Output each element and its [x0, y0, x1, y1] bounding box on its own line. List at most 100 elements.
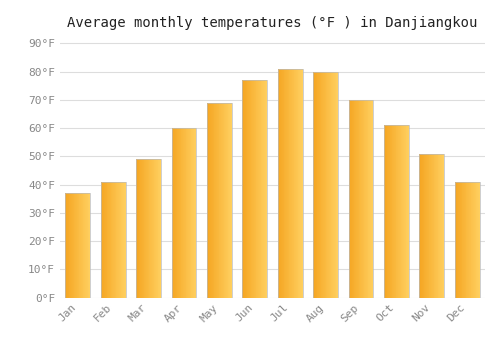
Bar — [286, 69, 287, 298]
Bar — [296, 69, 297, 298]
Bar — [332, 72, 333, 298]
Bar — [372, 100, 374, 297]
Bar — [400, 125, 402, 298]
Bar — [420, 154, 421, 298]
Bar — [189, 128, 190, 298]
Bar — [472, 182, 473, 298]
Bar — [152, 159, 154, 298]
Bar — [124, 182, 126, 298]
Bar — [316, 72, 318, 298]
Bar — [421, 154, 422, 298]
Bar — [426, 154, 427, 298]
Bar — [423, 154, 424, 298]
Bar — [318, 72, 319, 298]
Bar — [464, 182, 465, 298]
Bar — [82, 193, 84, 298]
Bar — [333, 72, 334, 298]
Bar — [173, 128, 174, 298]
Bar — [175, 128, 176, 298]
Bar — [194, 128, 196, 298]
Bar — [465, 182, 466, 298]
Bar — [404, 125, 405, 298]
Bar — [75, 193, 76, 298]
Bar — [428, 154, 430, 298]
Bar — [242, 80, 244, 298]
Bar — [228, 103, 230, 298]
Bar — [193, 128, 194, 298]
Bar — [245, 80, 246, 298]
Bar — [422, 154, 423, 298]
Bar — [215, 103, 216, 298]
Bar — [360, 100, 361, 297]
Bar — [218, 103, 220, 298]
Bar — [231, 103, 232, 298]
Bar — [478, 182, 479, 298]
Bar — [264, 80, 266, 298]
Bar — [455, 182, 479, 298]
Bar — [110, 182, 112, 298]
Bar — [123, 182, 124, 298]
Bar — [280, 69, 281, 298]
Bar — [407, 125, 408, 298]
Bar — [456, 182, 458, 298]
Bar — [66, 193, 67, 298]
Bar — [230, 103, 231, 298]
Bar — [182, 128, 183, 298]
Bar — [179, 128, 180, 298]
Bar — [262, 80, 263, 298]
Bar — [112, 182, 113, 298]
Bar — [436, 154, 437, 298]
Bar — [266, 80, 267, 298]
Bar — [252, 80, 253, 298]
Bar — [259, 80, 260, 298]
Bar — [186, 128, 188, 298]
Bar — [157, 159, 158, 298]
Bar — [396, 125, 398, 298]
Bar — [385, 125, 386, 298]
Bar — [113, 182, 114, 298]
Bar — [207, 103, 208, 298]
Bar — [138, 159, 140, 298]
Bar — [176, 128, 178, 298]
Bar — [122, 182, 123, 298]
Bar — [108, 182, 109, 298]
Bar — [479, 182, 480, 298]
Bar — [420, 154, 444, 298]
Bar — [388, 125, 389, 298]
Bar — [254, 80, 255, 298]
Bar — [155, 159, 156, 298]
Bar — [292, 69, 294, 298]
Bar — [322, 72, 323, 298]
Bar — [73, 193, 74, 298]
Bar — [256, 80, 258, 298]
Bar — [118, 182, 119, 298]
Bar — [285, 69, 286, 298]
Bar — [384, 125, 409, 298]
Bar — [116, 182, 117, 298]
Bar — [460, 182, 462, 298]
Bar — [211, 103, 212, 298]
Bar — [430, 154, 431, 298]
Bar — [217, 103, 218, 298]
Bar — [84, 193, 85, 298]
Bar — [71, 193, 72, 298]
Bar — [367, 100, 368, 297]
Bar — [192, 128, 193, 298]
Bar — [87, 193, 88, 298]
Bar — [67, 193, 68, 298]
Bar — [474, 182, 475, 298]
Bar — [371, 100, 372, 297]
Bar — [348, 100, 350, 297]
Bar — [462, 182, 463, 298]
Bar — [244, 80, 245, 298]
Bar — [477, 182, 478, 298]
Bar — [86, 193, 87, 298]
Bar — [297, 69, 298, 298]
Bar — [213, 103, 214, 298]
Bar — [249, 80, 250, 298]
Bar — [174, 128, 175, 298]
Bar — [214, 103, 216, 298]
Bar — [208, 103, 210, 298]
Bar — [319, 72, 320, 298]
Bar — [114, 182, 115, 298]
